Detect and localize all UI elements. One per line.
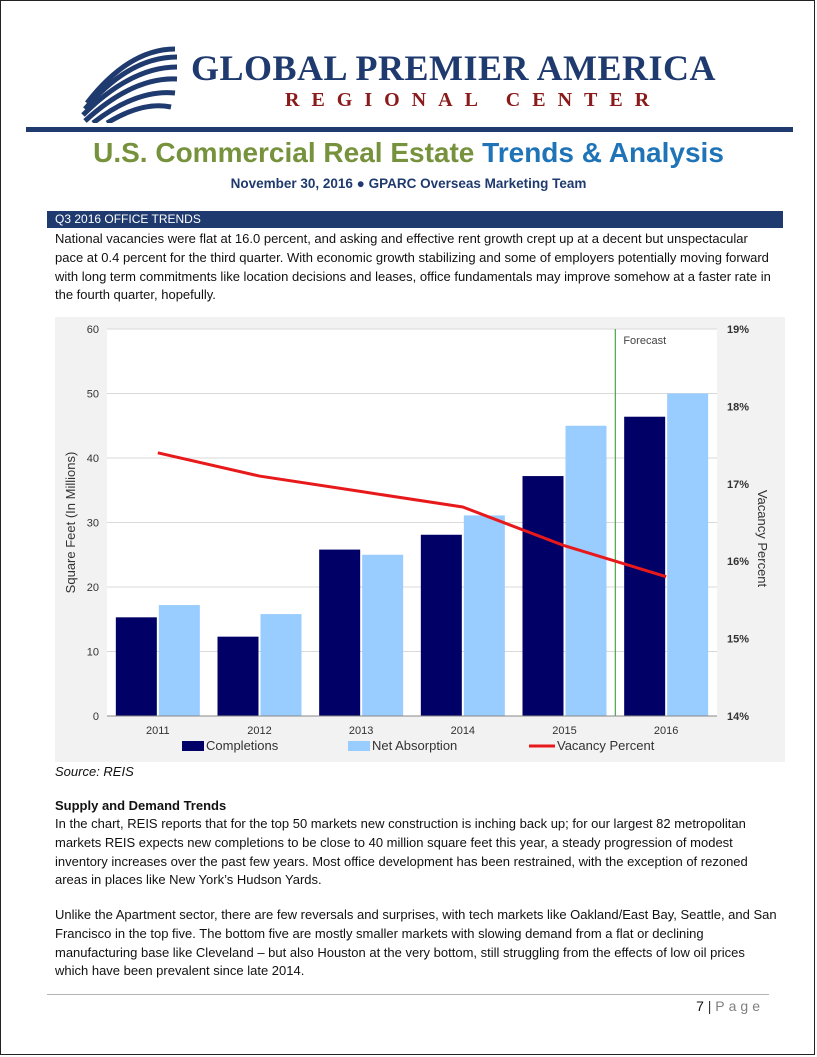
y2-tick-label: 16% bbox=[727, 556, 749, 568]
legend-label: Completions bbox=[206, 738, 279, 753]
page-footer: 7 | Page bbox=[696, 998, 764, 1014]
bar-net-absorption bbox=[260, 614, 302, 716]
page-label: Page bbox=[715, 998, 764, 1014]
supply-paragraph-2: Unlike the Apartment sector, there are f… bbox=[55, 907, 777, 979]
office-trends-chart: Forecast 0 10 20 30 40 50 60 14% 15% 16% 17% 18% 19%… bbox=[55, 317, 785, 762]
bar-completions bbox=[115, 617, 157, 716]
y-tick-label: 0 bbox=[93, 711, 99, 723]
page-subtitle: November 30, 2016 ● GPARC Overseas Marke… bbox=[230, 176, 587, 191]
bar-completions bbox=[522, 476, 564, 716]
y-tick-label: 50 bbox=[87, 389, 99, 401]
bar-completions bbox=[420, 534, 462, 716]
page-number: 7 bbox=[696, 998, 704, 1014]
x-tick-label: 2014 bbox=[451, 725, 475, 737]
y2-tick-label: 19% bbox=[727, 324, 749, 336]
legend-label: Vacancy Percent bbox=[557, 738, 655, 753]
y2-tick-label: 15% bbox=[727, 634, 749, 646]
gparc-logo: GLOBAL PREMIER AMERICA REGIONAL CENTER bbox=[79, 39, 739, 124]
y2-tick-label: 17% bbox=[727, 479, 749, 491]
y2-axis-label: Vacancy Percent bbox=[755, 490, 770, 588]
legend-swatch bbox=[182, 741, 204, 751]
page-separator: | bbox=[707, 998, 712, 1014]
legend-label: Net Absorption bbox=[372, 738, 457, 753]
bar-net-absorption bbox=[565, 425, 607, 716]
y-tick-label: 30 bbox=[87, 518, 99, 530]
bar-net-absorption bbox=[362, 554, 404, 716]
y-tick-label: 40 bbox=[87, 453, 99, 465]
title-part-2: Trends & Analysis bbox=[482, 137, 724, 168]
intro-paragraph: National vacancies were flat at 16.0 per… bbox=[55, 231, 771, 303]
vacancy-percent-line bbox=[157, 451, 667, 579]
header-divider bbox=[26, 127, 793, 132]
x-tick-label: 2015 bbox=[552, 725, 576, 737]
logo-subtitle: REGIONAL CENTER bbox=[285, 89, 662, 111]
bar-completions bbox=[217, 636, 259, 716]
logo-title: GLOBAL PREMIER AMERICA bbox=[191, 48, 717, 88]
globe-swoosh-icon bbox=[81, 46, 178, 123]
supply-heading: Supply and Demand Trends bbox=[55, 798, 227, 813]
x-tick-label: 2013 bbox=[349, 725, 373, 737]
page-title: U.S. Commercial Real Estate Trends & Ana… bbox=[1, 137, 816, 169]
y2-tick-label: 18% bbox=[727, 401, 749, 413]
legend-swatch bbox=[348, 741, 370, 751]
x-tick-label: 2016 bbox=[654, 725, 678, 737]
title-part-1: U.S. Commercial Real Estate bbox=[93, 137, 475, 168]
supply-paragraph-1: In the chart, REIS reports that for the … bbox=[55, 816, 748, 888]
x-tick-label: 2011 bbox=[146, 725, 170, 737]
y-tick-label: 10 bbox=[87, 647, 99, 659]
bar-net-absorption bbox=[667, 393, 709, 716]
chart-source: Source: REIS bbox=[55, 764, 134, 779]
y2-tick-label: 14% bbox=[727, 711, 749, 723]
y-tick-label: 60 bbox=[87, 324, 99, 336]
y-axis-label: Square Feet (In Millions) bbox=[63, 452, 78, 594]
section-header: Q3 2016 OFFICE TRENDS bbox=[47, 211, 783, 228]
footer-divider bbox=[47, 994, 769, 995]
y-tick-label: 20 bbox=[87, 582, 99, 594]
forecast-annotation: Forecast bbox=[623, 335, 666, 347]
bar-completions bbox=[319, 549, 361, 716]
bar-net-absorption bbox=[158, 605, 200, 716]
bar-net-absorption bbox=[463, 515, 505, 716]
x-tick-label: 2012 bbox=[247, 725, 271, 737]
